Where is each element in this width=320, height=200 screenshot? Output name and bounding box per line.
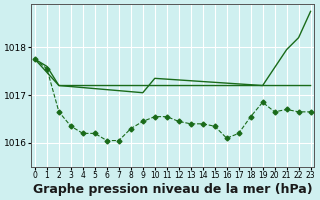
- X-axis label: Graphe pression niveau de la mer (hPa): Graphe pression niveau de la mer (hPa): [33, 183, 313, 196]
